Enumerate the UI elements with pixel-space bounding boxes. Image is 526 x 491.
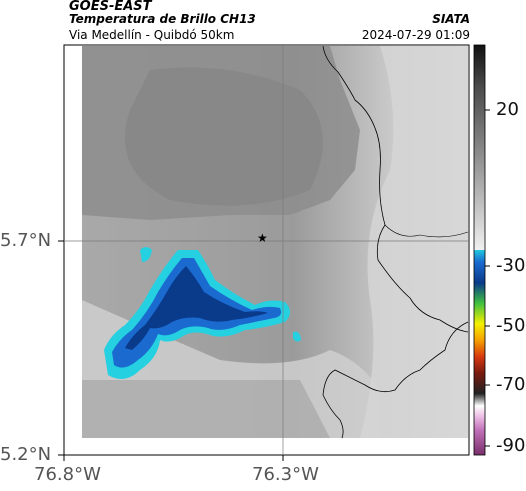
- border-line: [322, 321, 469, 439]
- lon-label-76-8: 76.8°W: [34, 464, 101, 485]
- product-title: Temperatura de Brillo CH13: [69, 12, 256, 26]
- border-line: [322, 45, 469, 333]
- colorbar-tick-minus-50: -50: [496, 315, 526, 336]
- brightness-temperature-field: [82, 46, 468, 438]
- lon-label-76-3: 76.3°W: [252, 464, 319, 485]
- lat-label-5-7: 5.7°N: [0, 230, 52, 251]
- colorbar: [473, 44, 486, 456]
- timestamp-label: 2024-07-29 01:09: [361, 28, 470, 42]
- colorbar-tick-minus-70: -70: [496, 374, 526, 395]
- location-label: Via Medellín - Quibdó 50km: [69, 28, 235, 42]
- border-line: [384, 224, 469, 238]
- organization-label: SIATA: [432, 12, 470, 26]
- lat-label-5-2: 5.2°N: [0, 444, 52, 465]
- satellite-name: GOES-EAST: [69, 0, 152, 14]
- colorbar-tick-minus-90: -90: [496, 435, 526, 456]
- colorbar-tick-minus-30: -30: [496, 255, 526, 276]
- star-marker: ★: [257, 231, 268, 245]
- colorbar-tick-20: 20: [496, 99, 519, 120]
